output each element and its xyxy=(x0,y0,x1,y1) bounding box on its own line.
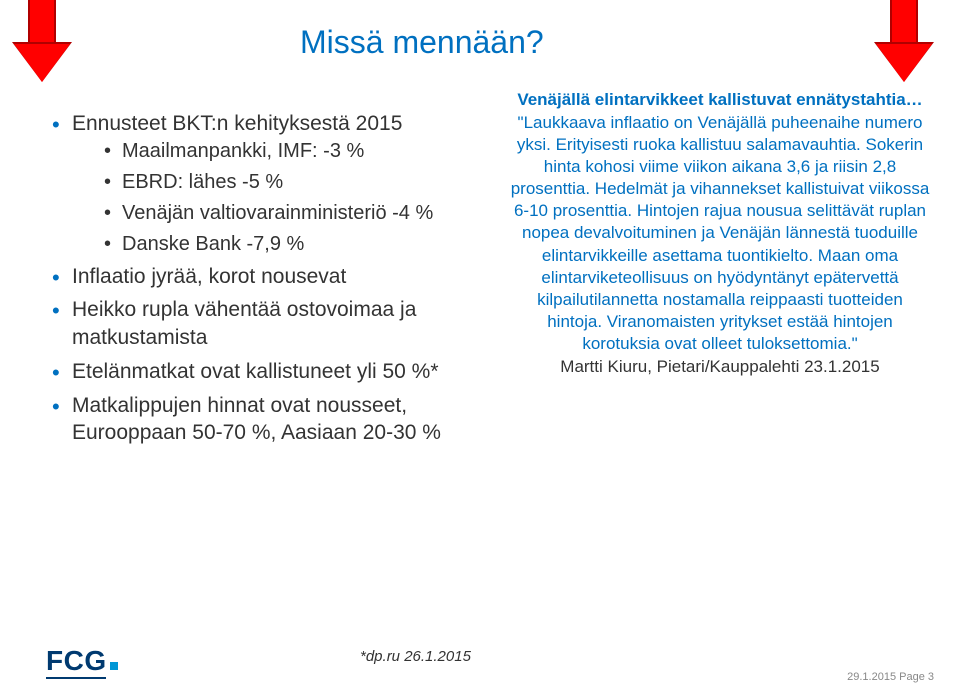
arrow-down-right xyxy=(876,0,932,84)
quote-attribution: Martti Kiuru, Pietari/Kauppalehti 23.1.2… xyxy=(510,357,930,377)
bullet-text: Ennusteet BKT:n kehityksestä 2015 xyxy=(72,112,402,135)
logo-text: FCG xyxy=(46,645,107,677)
footer: FCG 29.1.2015 Page 3 xyxy=(0,621,960,691)
quote-body: "Laukkaava inflaatio on Venäjällä puheen… xyxy=(510,112,930,355)
sub-bullet: Maailmanpankki, IMF: -3 % xyxy=(104,138,490,164)
sub-bullet: Venäjän valtiovarainministeriö -4 % xyxy=(104,200,490,226)
logo-underline xyxy=(46,677,106,679)
footer-page: Page 3 xyxy=(899,671,934,683)
right-column: Venäjällä elintarvikkeet kallistuvat enn… xyxy=(510,90,930,377)
bullet-item: Matkalippujen hinnat ovat nousseet, Euro… xyxy=(52,392,490,447)
left-column: Ennusteet BKT:n kehityksestä 2015 Maailm… xyxy=(52,110,490,453)
sub-bullet: Danske Bank -7,9 % xyxy=(104,231,490,257)
bullet-item: Inflaatio jyrää, korot nousevat xyxy=(52,263,490,291)
quote-heading: Venäjällä elintarvikkeet kallistuvat enn… xyxy=(510,90,930,110)
arrow-down-left xyxy=(14,0,70,84)
footer-date: 29.1.2015 xyxy=(847,671,896,683)
sub-bullet: EBRD: lähes -5 % xyxy=(104,169,490,195)
slide-title: Missä mennään? xyxy=(300,24,544,61)
page-number: 29.1.2015 Page 3 xyxy=(847,671,934,683)
slide: Missä mennään? Ennusteet BKT:n kehitykse… xyxy=(0,0,960,691)
logo-dot-icon xyxy=(110,662,118,670)
bullet-item: Ennusteet BKT:n kehityksestä 2015 Maailm… xyxy=(52,110,490,257)
bullet-item: Heikko rupla vähentää ostovoimaa ja matk… xyxy=(52,296,490,351)
logo: FCG xyxy=(46,645,118,677)
bullet-item: Etelänmatkat ovat kallistuneet yli 50 %* xyxy=(52,358,490,386)
